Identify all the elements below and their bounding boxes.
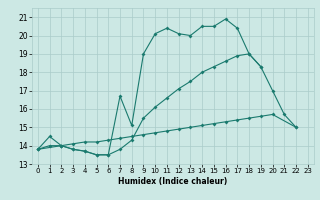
X-axis label: Humidex (Indice chaleur): Humidex (Indice chaleur) [118, 177, 228, 186]
